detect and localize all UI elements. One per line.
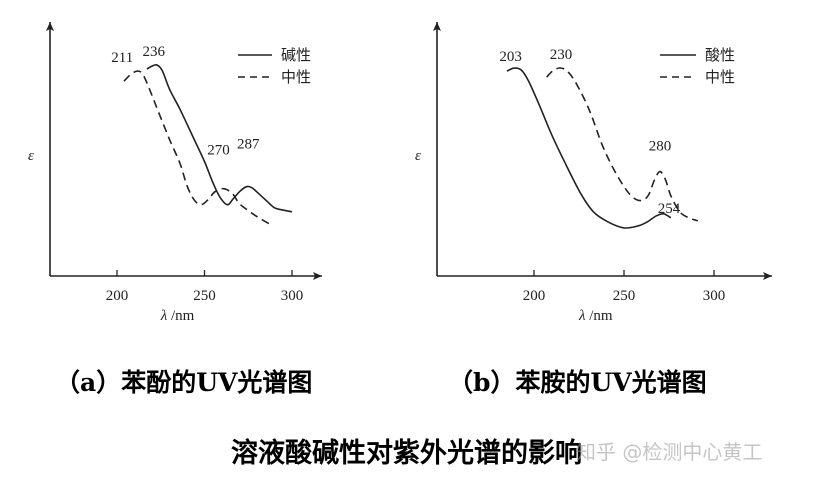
watermark-text: 知乎 @检测中心黄工	[576, 440, 763, 464]
caption-aniline: （b）苯胺的UV光谱图	[448, 368, 707, 397]
x-tick-label-b-300: 300	[703, 288, 726, 304]
peak-label-a-211: 211	[111, 50, 133, 66]
series-line-b-acidic	[506, 67, 672, 229]
x-axis-label-b: λ /nm	[578, 308, 613, 324]
legend-label-b-1: 中性	[705, 68, 735, 86]
caption-phenol: （a）苯酚的UV光谱图	[55, 368, 313, 397]
peak-label-b-203: 203	[499, 49, 522, 65]
legend-label-b-0: 酸性	[705, 46, 735, 64]
x-tick-label-a-200: 200	[106, 288, 129, 304]
peak-label-b-230: 230	[550, 47, 573, 63]
peak-label-a-287: 287	[237, 136, 260, 152]
x-tick-label-b-250: 250	[613, 288, 636, 304]
y-axis-arrow-b	[433, 22, 441, 31]
series-line-b-neutral	[546, 67, 699, 222]
legend-label-a-1: 中性	[281, 68, 311, 86]
y-axis-arrow-a	[46, 22, 54, 31]
x-axis-label-a: λ /nm	[160, 308, 195, 324]
peak-label-a-236: 236	[143, 44, 166, 60]
x-tick-label-a-250: 250	[193, 288, 216, 304]
x-tick-label-b-200: 200	[523, 288, 546, 304]
x-axis-arrow-b	[763, 272, 772, 280]
x-tick-label-a-300: 300	[281, 288, 304, 304]
peak-label-b-280: 280	[649, 138, 672, 154]
series-line-a-neutral	[123, 70, 270, 225]
series-line-a-basic	[146, 63, 293, 213]
legend-label-a-0: 碱性	[281, 46, 311, 64]
y-axis-label-b: ε	[415, 148, 421, 164]
figure-title: 溶液酸碱性对紫外光谱的影响	[231, 438, 582, 469]
peak-label-a-270: 270	[207, 142, 230, 158]
peak-label-b-254: 254	[658, 201, 681, 217]
y-axis-label-a: ε	[28, 148, 34, 164]
x-axis-arrow-a	[313, 272, 322, 280]
